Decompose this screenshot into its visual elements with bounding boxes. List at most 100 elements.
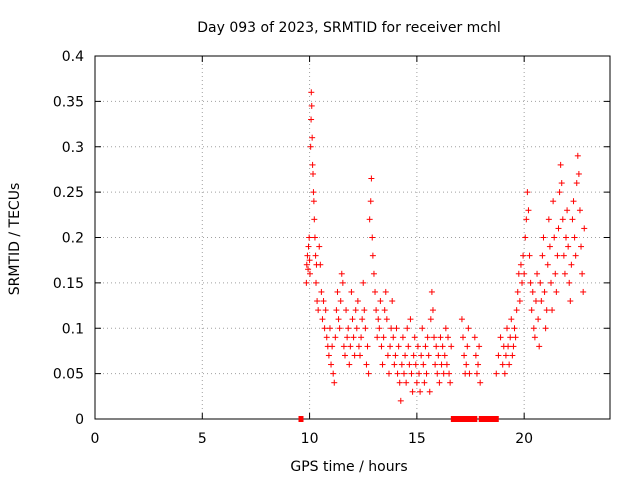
data-point bbox=[516, 298, 523, 305]
data-point bbox=[519, 279, 526, 286]
data-point bbox=[339, 279, 346, 286]
data-point bbox=[549, 307, 556, 314]
data-point bbox=[581, 225, 588, 232]
data-point bbox=[439, 343, 446, 350]
data-point bbox=[369, 252, 376, 259]
data-point bbox=[514, 288, 521, 295]
data-point bbox=[497, 334, 504, 341]
data-point bbox=[407, 316, 414, 323]
data-point bbox=[545, 216, 552, 223]
data-point bbox=[348, 288, 355, 295]
data-point bbox=[555, 225, 562, 232]
data-point bbox=[550, 198, 557, 205]
data-point bbox=[361, 307, 368, 314]
data-point bbox=[308, 102, 315, 109]
data-point bbox=[381, 307, 388, 314]
data-point bbox=[402, 352, 409, 359]
data-point bbox=[368, 175, 375, 182]
data-point bbox=[308, 89, 315, 96]
data-point bbox=[313, 279, 320, 286]
data-point bbox=[566, 279, 573, 286]
data-point bbox=[511, 325, 518, 332]
data-point bbox=[335, 316, 342, 323]
data-point bbox=[308, 116, 315, 123]
x-tick-labels: 0 5 10 15 20 bbox=[91, 431, 534, 447]
data-point bbox=[465, 325, 472, 332]
y-tick-label: 0.2 bbox=[62, 231, 84, 247]
data-point bbox=[471, 334, 478, 341]
data-point bbox=[501, 370, 508, 377]
data-point bbox=[442, 325, 449, 332]
data-point bbox=[458, 316, 465, 323]
y-tick-label: 0.4 bbox=[62, 49, 84, 65]
plot-frame bbox=[94, 55, 611, 420]
data-point bbox=[311, 216, 318, 223]
data-point bbox=[307, 270, 314, 277]
data-point bbox=[391, 361, 398, 368]
data-point bbox=[387, 343, 394, 350]
data-point bbox=[505, 343, 512, 350]
data-point bbox=[345, 325, 352, 332]
data-point bbox=[477, 379, 484, 386]
data-point bbox=[310, 189, 317, 196]
data-point bbox=[495, 352, 502, 359]
data-point bbox=[466, 370, 473, 377]
chart-title: Day 093 of 2023, SRMTID for receiver mch… bbox=[197, 20, 501, 36]
data-point bbox=[460, 334, 467, 341]
data-point bbox=[420, 361, 427, 368]
data-point bbox=[403, 379, 410, 386]
data-point bbox=[404, 325, 411, 332]
data-point bbox=[424, 334, 431, 341]
data-point bbox=[376, 325, 383, 332]
data-point bbox=[526, 252, 533, 259]
data-point bbox=[316, 243, 323, 250]
data-point bbox=[377, 298, 384, 305]
data-point bbox=[542, 325, 549, 332]
data-point bbox=[306, 234, 313, 241]
data-point bbox=[374, 334, 381, 341]
data-point bbox=[419, 325, 426, 332]
data-point bbox=[320, 298, 327, 305]
data-point bbox=[473, 370, 480, 377]
data-point bbox=[363, 361, 370, 368]
data-point bbox=[414, 343, 421, 350]
data-point bbox=[410, 352, 417, 359]
data-point bbox=[431, 334, 438, 341]
data-point bbox=[349, 316, 356, 323]
data-point bbox=[421, 379, 428, 386]
data-point bbox=[321, 325, 328, 332]
data-point bbox=[530, 325, 537, 332]
data-point bbox=[306, 257, 313, 264]
data-point bbox=[323, 334, 330, 341]
data-point bbox=[572, 252, 579, 259]
data-point bbox=[355, 343, 362, 350]
data-point bbox=[330, 370, 337, 377]
data-point bbox=[390, 334, 397, 341]
grid-lines bbox=[95, 56, 610, 419]
data-point bbox=[536, 343, 543, 350]
data-point bbox=[499, 361, 506, 368]
data-point bbox=[509, 352, 516, 359]
data-point bbox=[552, 270, 559, 277]
data-point bbox=[314, 298, 321, 305]
data-point bbox=[354, 298, 361, 305]
data-point bbox=[373, 307, 380, 314]
data-point bbox=[506, 361, 513, 368]
data-point bbox=[408, 370, 415, 377]
data-point bbox=[303, 261, 310, 268]
data-point bbox=[580, 288, 587, 295]
data-point bbox=[305, 266, 312, 273]
data-point bbox=[539, 252, 546, 259]
data-point bbox=[333, 307, 340, 314]
data-point bbox=[379, 361, 386, 368]
data-point bbox=[417, 388, 424, 395]
data-point bbox=[422, 343, 429, 350]
data-point bbox=[504, 325, 510, 332]
data-point bbox=[406, 361, 413, 368]
data-point bbox=[559, 216, 566, 223]
data-point bbox=[413, 379, 420, 386]
data-point bbox=[317, 261, 324, 268]
data-point bbox=[325, 352, 332, 359]
data-point bbox=[529, 288, 536, 295]
data-point bbox=[551, 234, 558, 241]
